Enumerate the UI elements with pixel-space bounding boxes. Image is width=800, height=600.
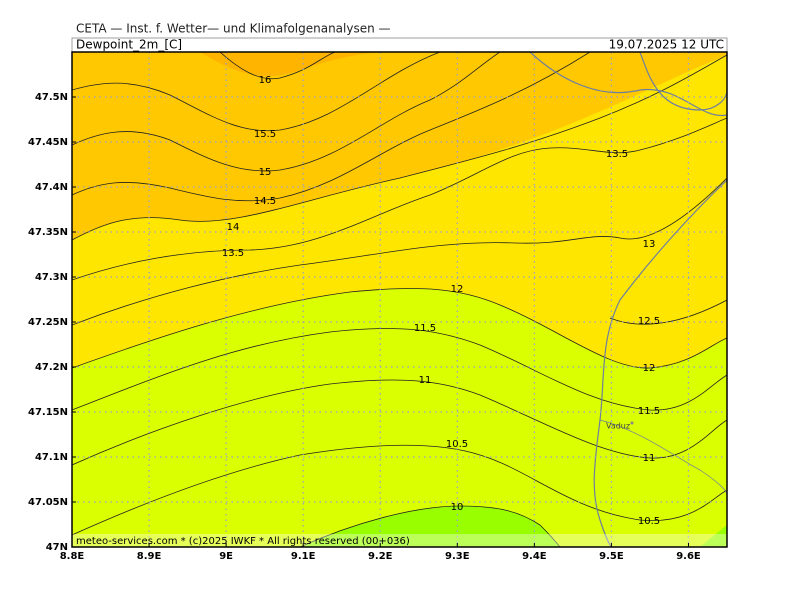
y-tick-label: 47.1N [35,452,68,463]
y-tick-label: 47.3N [35,272,68,283]
variable-label: Dewpoint_2m_[C] [76,38,182,52]
valid-time: 19.07.2025 12 UTC [609,38,724,52]
contour-label: 12 [643,363,656,374]
contour-label: 16 [259,75,272,86]
contour-label: 11.5 [414,323,436,334]
contour-labels: 16 15.5 15 14.5 14 13.5 13.5 13 12 12.5 … [222,75,660,527]
band-green-corner [700,525,727,547]
x-tick-label: 9E [219,551,233,562]
band-green [300,506,560,547]
y-tick-label: 47.45N [28,137,68,148]
x-tick-label: 9.2E [368,551,393,562]
y-tick-label: 47.25N [28,317,68,328]
y-tick-label: 47.35N [28,227,68,238]
city-marker [630,421,634,425]
band-orange [72,52,727,240]
contour-label: 13 [643,239,656,250]
contour-label: 13.5 [606,149,628,160]
y-tick-label: 47N [46,542,68,553]
contour-label: 11.5 [638,406,660,417]
place-label: Vaduz [606,422,630,431]
grid [72,52,727,547]
header-title: CETA — Inst. f. Wetter— und Klimafolgena… [76,22,391,36]
y-tick-label: 47.5N [35,92,68,103]
contour-label: 10.5 [638,516,660,527]
footer-strip [72,534,727,547]
contour-label: 15 [259,167,272,178]
plot-frame [71,51,728,548]
axis-ticks: 8.8E 8.9E 9E 9.1E 9.2E 9.3E 9.4E 9.5E 9.6E 47N 47.… [28,92,701,562]
y-tick-label: 47.4N [35,182,68,193]
field: Vaduz 16 15.5 15 14.5 14 13.5 13.5 13 12… [72,52,727,547]
y-tick-label: 47.15N [28,407,68,418]
contour-label: 11 [419,375,432,386]
x-tick-label: 9.4E [522,551,547,562]
contour-label: 10.5 [446,439,468,450]
x-tick-label: 9.3E [445,551,470,562]
x-tick-label: 9.5E [599,551,624,562]
y-tick-label: 47.2N [35,362,68,373]
x-tick-label: 9.6E [676,551,701,562]
contour-label: 12 [451,284,464,295]
contour-label: 13.5 [222,248,244,259]
x-tick-label: 9.1E [291,551,316,562]
x-tick-label: 8.8E [60,551,85,562]
contour-label: 14.5 [254,196,276,207]
contour-label: 12.5 [638,316,660,327]
contour-label: 14 [227,222,240,233]
y-tick-label: 47.05N [28,497,68,508]
contour-label: 15.5 [254,129,276,140]
borders [529,52,727,547]
contour-label: 11 [643,453,656,464]
x-tick-label: 8.9E [137,551,162,562]
band-light-green [72,288,727,547]
contour-label: 10 [451,502,464,513]
footer: meteo-services.com * (c)2025 IWKF * All … [76,536,410,547]
